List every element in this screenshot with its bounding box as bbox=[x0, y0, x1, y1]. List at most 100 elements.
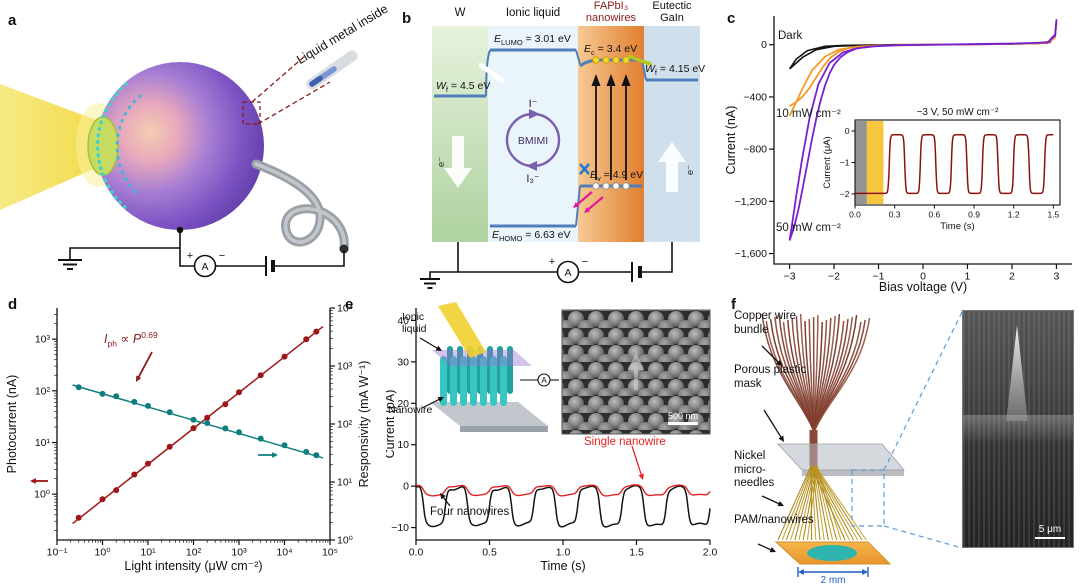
prop: ∝ bbox=[116, 332, 133, 347]
tick-label: −1,200 bbox=[735, 196, 768, 208]
needle bbox=[813, 465, 859, 541]
inset-trace bbox=[855, 134, 1054, 195]
bmimi-label: BMIMI bbox=[518, 135, 548, 147]
value: = 6.63 eV bbox=[522, 229, 571, 241]
tick-label: 1.5 bbox=[1047, 210, 1059, 220]
light-beam-inset bbox=[438, 302, 486, 358]
tick-label: 10⁴ bbox=[337, 303, 353, 315]
tick-label: −1 bbox=[840, 158, 850, 168]
data-point bbox=[222, 401, 229, 408]
d-x-axis-label: Light intensity (μW cm⁻²) bbox=[124, 559, 262, 573]
data-point bbox=[257, 435, 264, 442]
sym: I bbox=[104, 332, 108, 347]
minus-label: − bbox=[582, 256, 588, 268]
d-y-left-label: Photocurrent (nA) bbox=[5, 375, 19, 474]
electron-label-gain: e⁻ bbox=[685, 165, 696, 175]
needle-tip bbox=[1006, 325, 1028, 421]
needle bbox=[812, 465, 821, 541]
sem-arrow-watermark bbox=[628, 352, 644, 390]
trace-0 bbox=[415, 484, 711, 528]
pam-nanowires-label: PAM/nanowires bbox=[734, 514, 814, 526]
arrow-head bbox=[777, 501, 784, 507]
triiodide-label: I₃⁻ bbox=[526, 173, 540, 185]
electron-dots bbox=[592, 56, 630, 64]
sym: W bbox=[645, 63, 655, 75]
arrow-head bbox=[862, 569, 868, 575]
e-homo-label: EHOMO = 6.63 eV bbox=[492, 229, 571, 243]
retina-dotted-band bbox=[95, 82, 142, 210]
data-point bbox=[131, 398, 138, 405]
data-point bbox=[75, 384, 82, 391]
sub: LUMO bbox=[501, 38, 523, 48]
data-point bbox=[281, 442, 288, 449]
copper-bundle-label: Copper wire bundle bbox=[734, 310, 796, 336]
sym: W bbox=[436, 80, 446, 92]
data-point bbox=[303, 448, 310, 455]
arrow bbox=[419, 337, 440, 350]
sub: HOMO bbox=[499, 234, 523, 244]
data-point bbox=[236, 429, 242, 436]
device-inset-illustration: A bbox=[430, 302, 559, 432]
arrow-head bbox=[272, 452, 278, 458]
tick-label: 10⁰ bbox=[95, 547, 112, 559]
data-point bbox=[75, 514, 82, 521]
microneedles-label: Nickel micro-needles bbox=[734, 450, 775, 490]
tick-label: 10³ bbox=[35, 334, 51, 346]
inset-y-label: Current (μA) bbox=[822, 136, 833, 188]
sem-inset-nanowires: 500 nm bbox=[561, 309, 711, 435]
data-point bbox=[190, 416, 197, 423]
arrow bbox=[761, 495, 782, 506]
tick-label: 0 bbox=[403, 481, 409, 493]
tick-label: −2 bbox=[840, 189, 850, 199]
scale-label-5um: 5 μm bbox=[1038, 523, 1062, 535]
data-point bbox=[257, 372, 264, 379]
plus-label: + bbox=[549, 256, 555, 268]
photoexcitation-arrows bbox=[591, 74, 631, 180]
white-carrier-arrows bbox=[444, 136, 686, 192]
value: = 3.4 eV bbox=[594, 43, 638, 55]
data-point bbox=[313, 328, 320, 335]
tick-label: 10⁴ bbox=[276, 547, 292, 559]
data-point bbox=[113, 487, 120, 494]
sub: f bbox=[445, 85, 449, 95]
column-header-w: W bbox=[454, 7, 466, 19]
arrow-head bbox=[778, 435, 784, 442]
tick-label: −800 bbox=[743, 144, 767, 156]
arrow-head bbox=[440, 493, 446, 500]
sym: E bbox=[494, 33, 502, 45]
data-point bbox=[204, 420, 211, 426]
tick-label: 2.0 bbox=[703, 547, 718, 559]
legend-dark: Dark bbox=[778, 30, 803, 42]
gain-column bbox=[644, 26, 700, 242]
panel-e-trace-chart: A 500 nm −10 0 10 20 30 40 0.0 0.5 1.0 1.5 2.0 Time… bbox=[386, 302, 718, 573]
arrow bbox=[763, 409, 783, 440]
value: = 3.01 eV bbox=[522, 33, 571, 45]
tick-label: 1 bbox=[965, 271, 971, 283]
tick-label: 10⁰ bbox=[337, 535, 354, 547]
sub: v bbox=[597, 174, 601, 184]
sem-bright-band bbox=[963, 415, 1073, 441]
needle bbox=[811, 465, 850, 541]
spherical-eye bbox=[96, 62, 264, 230]
tick-label: 1.5 bbox=[629, 547, 644, 559]
ionic-liquid-label: Ionic liquid bbox=[402, 311, 427, 335]
data-point bbox=[166, 443, 173, 450]
panel-label-f: f bbox=[731, 296, 736, 313]
arrow-head bbox=[638, 473, 644, 480]
nanowire-rod-front bbox=[460, 356, 467, 406]
needle bbox=[781, 465, 813, 541]
needle bbox=[810, 465, 813, 541]
lens bbox=[87, 116, 119, 176]
inset-annotation: −3 V, 50 mW cm⁻² bbox=[917, 107, 1000, 118]
tick-label: 10⁻¹ bbox=[47, 547, 68, 559]
plus-label: + bbox=[187, 250, 193, 262]
tick-label: 0.5 bbox=[482, 547, 497, 559]
panel-a-illustration: A + − bbox=[0, 50, 358, 278]
tick-label: −1 bbox=[873, 271, 885, 283]
arrow-head bbox=[435, 345, 442, 351]
needle bbox=[812, 465, 855, 541]
sub: f bbox=[654, 68, 658, 78]
data-point bbox=[190, 425, 197, 432]
nanowire-patch bbox=[807, 545, 857, 561]
